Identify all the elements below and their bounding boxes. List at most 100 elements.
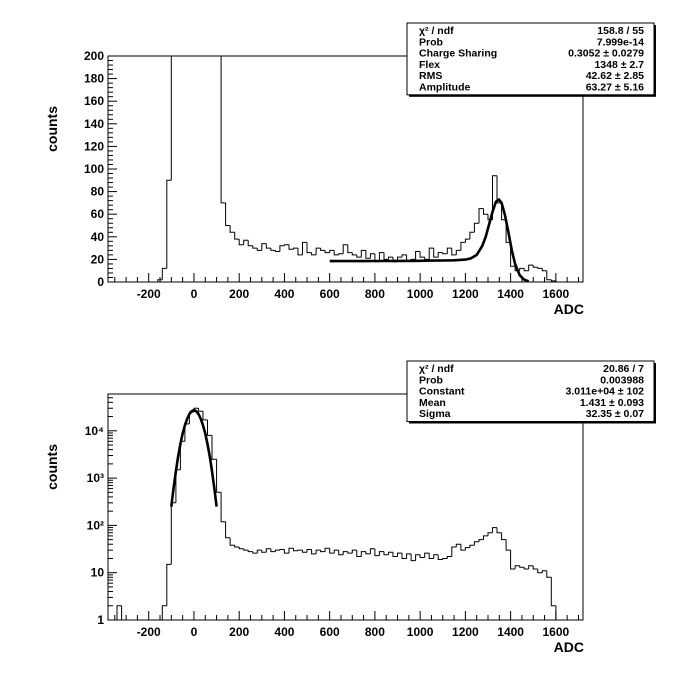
histogram-bin [442,252,448,255]
x-tick-label: 1600 [543,625,570,639]
stats-chi2-label: χ² / ndf [419,363,454,375]
histogram-bin [455,249,461,255]
histogram-bin [460,241,466,251]
x-tick-label: 600 [320,287,340,301]
y-tick-label: 10⁴ [85,424,104,438]
histogram-bin [329,548,335,554]
stats-label: Charge Sharing [419,48,497,60]
histogram-bin [492,527,497,533]
y-axis: 0 20 40 60 80 100 120 140 160 180 200 [84,49,117,289]
fit-series [329,198,530,283]
stats-chi2-value: 158.8 / 55 [597,25,644,37]
histogram-bin [537,267,543,269]
histogram-bin [311,252,317,256]
histogram-bin [401,553,407,559]
stats-value: 63.27 ± 5.16 [586,82,644,94]
histogram-bin [514,565,520,569]
y-tick-label: 10² [87,518,104,532]
histogram-bin [356,254,362,258]
stats-label: Amplitude [419,82,470,94]
stats-value: 7.999e-14 [597,36,644,48]
histogram-bin [378,551,384,556]
histogram-bin [369,548,375,554]
fit-series [170,408,218,507]
linear-histogram-panel: -200 0 200 400 600 800 1000 1200 1400 1600 0 20 40 6… [44,22,656,317]
histogram-bin [198,408,203,412]
histogram-bin [541,268,547,272]
histogram-bin [216,459,222,493]
histogram-bin [519,267,525,271]
stats-box: χ² / ndf 158.8 / 55 Prob 7.999e-14 Charge Sh… [406,22,656,97]
stats-value: 1.431 ± 0.093 [580,397,644,409]
histogram-bin [288,244,294,250]
histogram-bin [473,541,479,546]
stats-value: 0.3052 ± 0.0279 [568,48,644,60]
fit-curve [170,408,218,507]
histogram-bin [234,232,240,240]
log-histogram-panel: -200 0 200 400 600 800 1000 1200 1400 1600 1 10 10²… [44,360,656,655]
histogram-bin [351,549,357,554]
histogram-bin [401,254,407,258]
histogram-bin [261,550,267,553]
histogram-bin [220,492,226,523]
histogram-bin [365,250,371,259]
histogram-bin [170,55,176,181]
histogram-bin [537,569,543,574]
histogram-bin [243,239,249,245]
histogram-bin [428,553,434,559]
x-tick-label: -200 [137,287,161,301]
histogram-bin [496,527,502,534]
histogram-bin [383,252,389,260]
histogram-bin [369,253,375,259]
stats-label: Flex [419,59,440,71]
histogram-bin [265,548,271,553]
histogram-bin [397,552,402,557]
histogram-bin [383,551,389,556]
histogram-series [112,407,561,621]
histogram-bin [483,208,488,215]
histogram-bin [469,544,475,548]
stats-chi2-label: χ² / ndf [419,25,454,37]
y-axis: 1 10 10² 10³ 10⁴ [85,393,117,627]
histogram-bin [451,248,457,256]
histogram-bin [365,551,371,555]
histogram-bin [505,539,511,551]
histogram-bin [297,248,303,256]
histogram-bin [220,56,226,204]
y-tick-label: 100 [84,162,104,176]
histogram-bin [256,549,262,554]
histogram-bin [247,240,253,247]
x-tick-label: -200 [137,625,161,639]
histogram-bin [492,175,497,220]
histogram-series [157,55,565,283]
y-tick-label: 10³ [87,471,104,485]
histogram-bin [388,256,393,260]
histogram-bin [487,532,493,536]
histogram-bin [270,548,276,553]
histogram-bin [478,539,484,542]
histogram-bin [451,546,457,557]
histogram-bin [501,532,507,541]
y-tick-label: 40 [91,230,105,244]
histogram-bin [311,549,317,555]
x-tick-label: 200 [229,287,249,301]
stats-label: Prob [419,36,443,48]
histogram-bin [333,250,339,256]
histogram-bin [252,245,258,249]
x-axis-title: ADC [554,639,584,655]
histogram-bin [523,268,529,272]
x-tick-label: 800 [365,625,385,639]
histogram-bin [302,241,307,255]
histogram-bin [265,243,271,249]
histogram-bin [428,247,434,260]
y-tick-label: 80 [91,185,105,199]
histogram-bin [388,551,393,555]
histogram-bin [433,248,439,258]
histogram-bin [347,244,353,254]
x-tick-label: 1200 [452,625,479,639]
histogram-bin [238,239,244,246]
histogram-bin [374,548,380,557]
x-tick-label: 0 [191,625,198,639]
histogram-bin [161,605,167,620]
histogram-bin [464,547,470,551]
